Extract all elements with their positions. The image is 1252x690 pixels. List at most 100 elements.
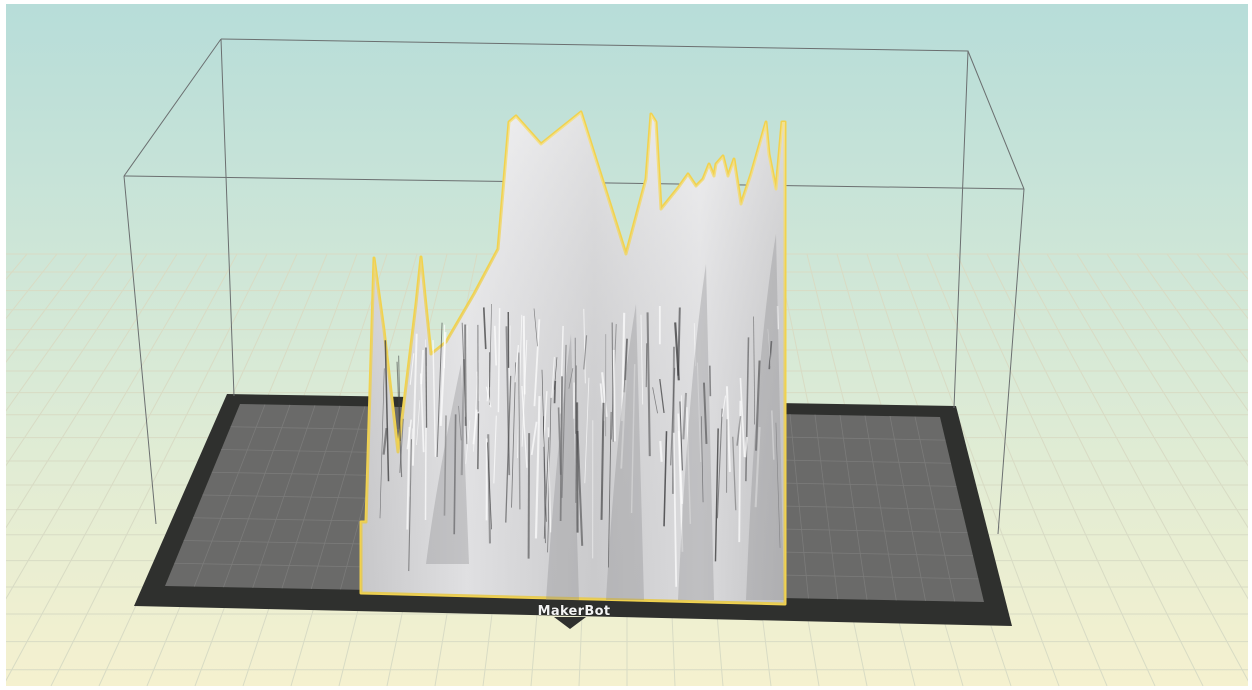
model-streak — [541, 369, 547, 522]
model-streak — [679, 401, 683, 471]
model-streak — [460, 359, 466, 476]
model-streak — [739, 377, 746, 457]
model-streak — [714, 428, 719, 562]
plate-grid-line — [789, 414, 809, 599]
model-streak — [530, 421, 538, 456]
floor-grid-line — [6, 253, 88, 363]
model-shadow-band — [678, 264, 714, 600]
floor-grid-line — [1016, 253, 1248, 682]
plate-grid-line — [223, 404, 291, 588]
model-streak — [583, 308, 586, 384]
model-streak — [745, 337, 750, 482]
model-streak — [487, 434, 492, 544]
model-streak — [493, 415, 497, 484]
model-streak — [646, 312, 651, 457]
model-shadow-band — [426, 364, 469, 564]
model-streak — [716, 408, 723, 519]
model-streak — [611, 322, 614, 442]
plate-grid-line — [814, 414, 839, 600]
plate-grid-line — [310, 406, 366, 589]
model-streak — [659, 440, 663, 462]
model-streak — [630, 364, 636, 514]
model-streak — [732, 436, 737, 511]
floor-grid-line — [1166, 253, 1248, 363]
model-streak — [584, 377, 590, 484]
model-streak — [406, 427, 411, 530]
model-streak — [497, 308, 501, 413]
model-streak — [516, 314, 523, 459]
model-streak — [411, 333, 418, 466]
model-streak — [708, 365, 712, 397]
model-streak — [700, 416, 704, 503]
model-streak — [670, 367, 676, 466]
floor-grid-line — [1046, 253, 1248, 600]
model-streak — [443, 415, 447, 516]
model-streak — [771, 410, 775, 460]
model-streak — [534, 396, 541, 539]
model-streak — [432, 340, 437, 457]
model-streak — [671, 346, 675, 494]
plate-grid-line — [281, 405, 341, 589]
model-streak — [572, 382, 575, 419]
model-streak — [645, 343, 648, 388]
model-streak — [379, 368, 385, 519]
model-streak — [553, 380, 557, 404]
model-streak — [736, 416, 742, 446]
plate-grid-line — [889, 415, 926, 601]
model-streak — [477, 413, 480, 470]
model-streak — [600, 402, 605, 520]
model-streak — [408, 439, 412, 572]
model-streak — [425, 347, 428, 428]
model-streak — [505, 375, 512, 523]
model-streak — [721, 395, 727, 417]
model-streak — [384, 340, 390, 482]
plate-grid-line — [252, 405, 316, 588]
model-shading — [361, 112, 785, 604]
model-streak — [620, 380, 627, 469]
model-streak — [419, 373, 425, 453]
floor-grid-line — [6, 253, 208, 600]
model-streak — [514, 344, 519, 383]
model-streak — [493, 325, 498, 366]
floor-grid-line — [1136, 253, 1248, 412]
model-streak — [436, 322, 443, 458]
model-streak — [575, 365, 577, 503]
model-shadow-band — [746, 234, 784, 600]
model-streak — [725, 386, 731, 472]
model-streak — [652, 387, 658, 414]
model-streak — [472, 409, 478, 445]
model-streak — [551, 356, 555, 398]
model-streak — [489, 303, 492, 388]
model-streak — [521, 385, 528, 468]
model-streak — [621, 312, 626, 422]
model-shadow-band — [546, 334, 579, 600]
model-streak — [767, 328, 772, 367]
model-streak — [640, 314, 644, 405]
model-streak — [382, 427, 388, 455]
model-streak — [775, 422, 781, 548]
3d-viewport[interactable]: MakerBot — [6, 4, 1248, 686]
floor-grid-line — [986, 253, 1204, 686]
model-streak — [485, 386, 492, 408]
floor-grid-line — [956, 253, 1156, 686]
model-streak — [576, 430, 584, 546]
model-streak — [465, 420, 471, 464]
floor-grid-line — [1076, 253, 1248, 529]
model-streak — [511, 362, 517, 508]
selected-model[interactable] — [359, 110, 787, 606]
scene[interactable] — [6, 4, 1248, 686]
model-streak — [696, 362, 702, 462]
model-streak — [487, 442, 492, 530]
model-streak — [754, 360, 761, 451]
model-streak — [482, 307, 487, 350]
model-streak — [693, 323, 696, 367]
floor-grid-line — [1106, 253, 1248, 467]
model-streak — [744, 436, 748, 458]
model-streak — [702, 382, 708, 445]
model-streak — [607, 411, 612, 568]
model-streak — [663, 431, 668, 527]
model-streak — [409, 353, 415, 385]
model-streak — [554, 357, 558, 390]
floor-grid-line — [6, 253, 178, 529]
model-streak — [677, 430, 684, 552]
